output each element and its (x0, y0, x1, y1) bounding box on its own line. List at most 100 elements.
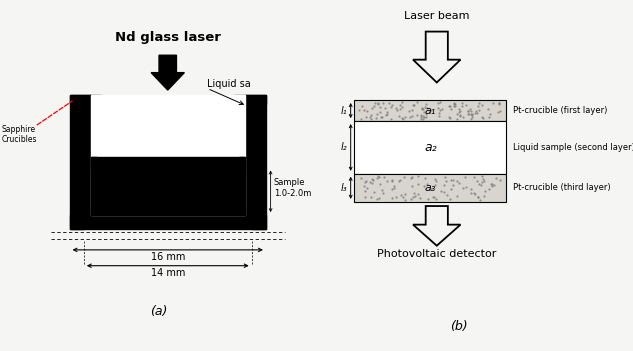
Point (356, 116, 366, 122)
Text: l₁: l₁ (341, 106, 347, 115)
Point (373, 173, 383, 178)
Point (492, 110, 503, 115)
Point (460, 174, 470, 180)
Point (401, 197, 411, 203)
Text: Liquid sample (second layer): Liquid sample (second layer) (513, 143, 633, 152)
Point (463, 111, 473, 117)
Point (478, 177, 488, 182)
Point (418, 116, 428, 122)
Point (446, 186, 456, 192)
Point (449, 100, 460, 106)
Point (391, 195, 401, 200)
Point (360, 180, 370, 185)
Point (368, 178, 378, 183)
Point (457, 103, 467, 108)
Point (436, 188, 446, 194)
Point (375, 181, 385, 186)
Point (416, 112, 426, 118)
Point (458, 185, 468, 191)
Point (453, 178, 463, 184)
Point (415, 116, 425, 122)
Point (411, 99, 422, 105)
Point (425, 108, 436, 113)
Bar (354, 100, 506, 121)
Point (434, 110, 444, 115)
Point (372, 196, 382, 202)
Point (455, 114, 465, 119)
Point (463, 108, 473, 114)
Point (473, 107, 484, 112)
Point (450, 103, 460, 109)
Point (415, 195, 425, 200)
Bar (84, 95, 91, 215)
Point (365, 114, 375, 120)
Bar (70, 215, 266, 229)
Point (487, 100, 498, 106)
Point (357, 104, 367, 109)
Point (491, 175, 501, 180)
Point (387, 178, 397, 183)
Point (366, 113, 376, 118)
Point (375, 104, 385, 110)
Point (367, 105, 377, 111)
Bar (91, 157, 244, 215)
Point (454, 180, 464, 186)
Point (406, 113, 417, 119)
Point (466, 190, 476, 196)
Point (356, 175, 366, 181)
Point (394, 102, 404, 108)
Point (467, 111, 477, 117)
Point (461, 102, 471, 108)
Text: Pt-crucible (third layer): Pt-crucible (third layer) (513, 183, 610, 192)
Text: Sapphire
Crucibles: Sapphire Crucibles (2, 125, 37, 144)
Point (408, 194, 418, 199)
Point (454, 112, 465, 118)
Point (473, 103, 483, 108)
Point (479, 193, 489, 199)
Point (418, 113, 428, 119)
Bar (354, 121, 506, 174)
Point (454, 106, 464, 112)
Text: l₃: l₃ (341, 183, 347, 193)
Point (422, 181, 432, 186)
Text: 14 mm: 14 mm (151, 268, 185, 278)
Point (479, 178, 489, 183)
Point (466, 112, 476, 117)
Point (434, 100, 444, 105)
Point (384, 100, 394, 106)
Point (442, 192, 452, 198)
Point (454, 109, 464, 115)
Point (417, 106, 427, 112)
Point (472, 111, 482, 116)
Point (463, 108, 473, 114)
Point (377, 187, 387, 193)
Point (420, 176, 430, 181)
FancyArrow shape (151, 55, 184, 90)
Point (409, 190, 419, 196)
Point (487, 183, 498, 188)
Point (471, 108, 481, 113)
Text: a₂: a₂ (424, 141, 437, 154)
Point (413, 173, 423, 179)
Point (426, 186, 436, 192)
Point (391, 105, 401, 111)
Point (477, 173, 487, 178)
Point (452, 193, 462, 199)
Point (418, 106, 429, 112)
Point (396, 104, 406, 110)
Text: Nd glass laser: Nd glass laser (115, 32, 221, 45)
Point (360, 194, 370, 200)
Point (476, 183, 486, 188)
Point (489, 182, 499, 187)
Point (466, 186, 476, 192)
Point (370, 100, 380, 106)
Point (394, 178, 404, 183)
Point (359, 184, 369, 189)
Text: a₃: a₃ (425, 183, 436, 193)
Text: l₂: l₂ (341, 143, 347, 152)
Point (494, 108, 505, 113)
Point (417, 105, 427, 111)
Point (397, 115, 407, 120)
Point (367, 116, 377, 121)
Point (369, 104, 379, 109)
